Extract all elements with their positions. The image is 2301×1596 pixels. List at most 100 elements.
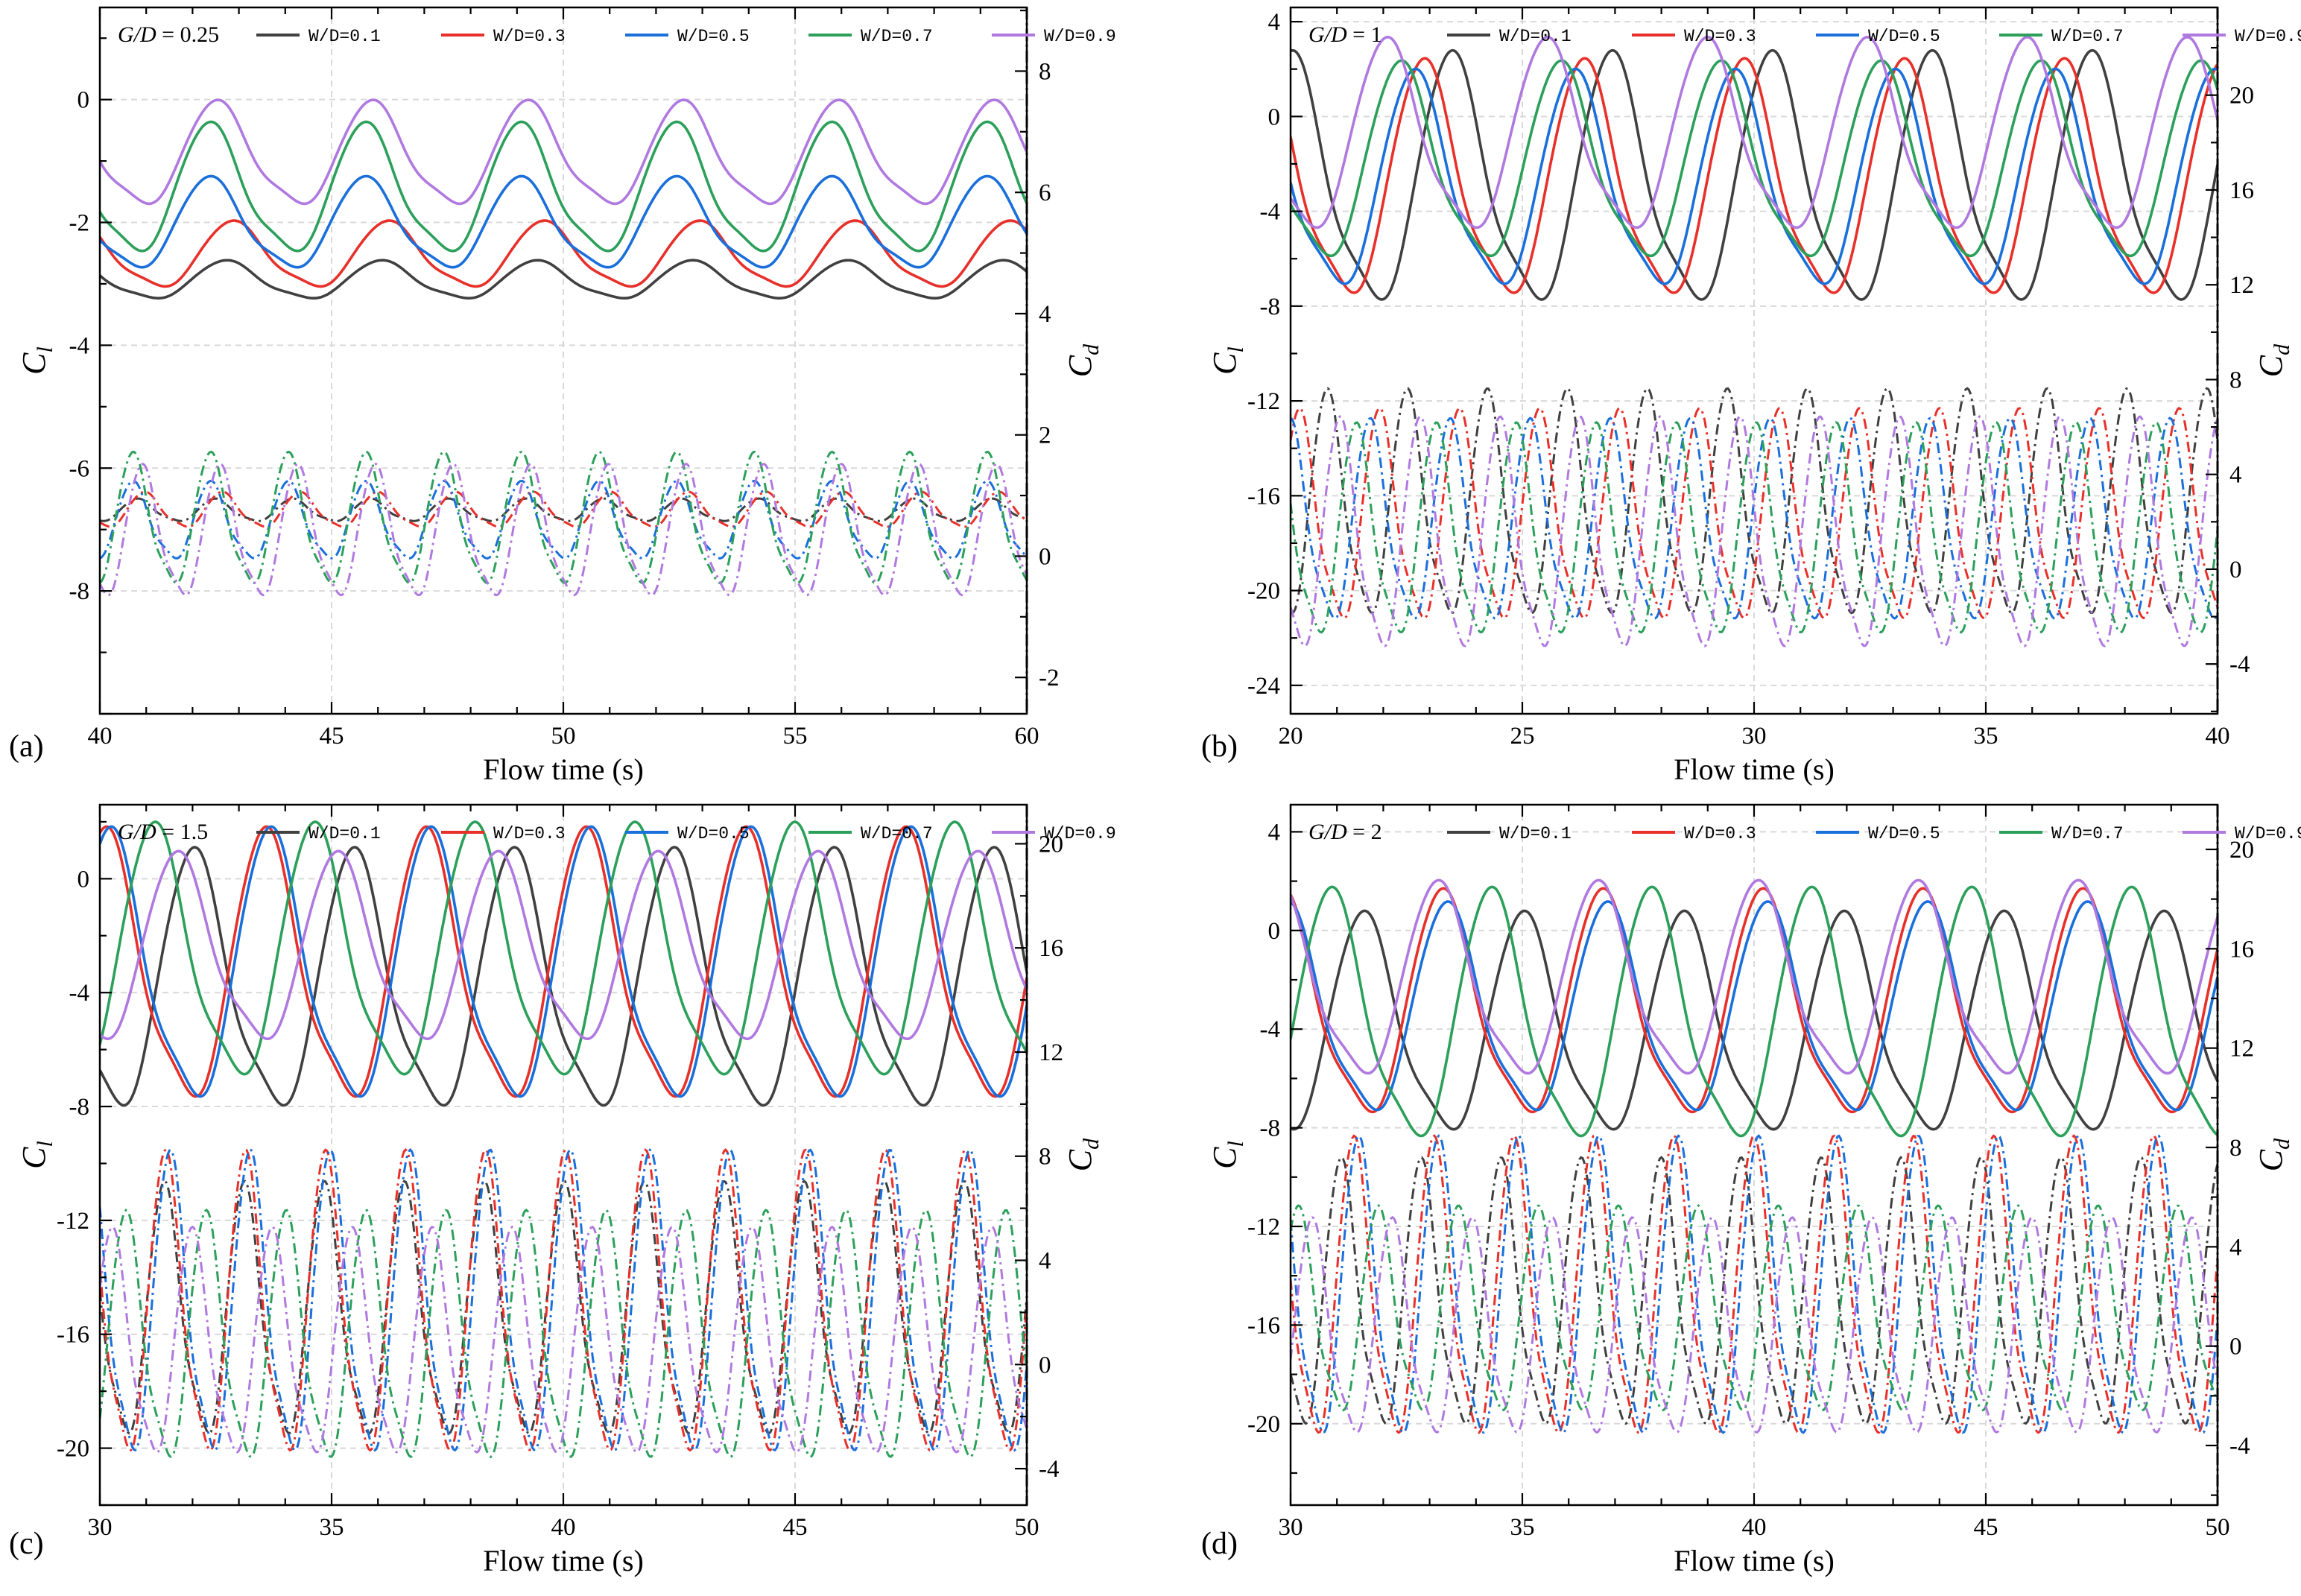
cl-subscript: l bbox=[1224, 1141, 1248, 1147]
y-axis-title-cl: Cl bbox=[16, 346, 57, 375]
cd-series-line bbox=[1291, 406, 2218, 620]
x-tick-label: 45 bbox=[783, 1514, 808, 1541]
x-tick-label: 45 bbox=[1974, 1514, 1998, 1541]
legend-label: W/D=0.5 bbox=[1868, 27, 1940, 46]
y2-tick-label: 6 bbox=[1039, 180, 1051, 206]
y2-tick-label: 4 bbox=[2229, 1234, 2242, 1261]
y-tick-label: -4 bbox=[1260, 199, 1281, 226]
gd-equals: = bbox=[1347, 820, 1371, 844]
x-axis-title: Flow time (s) bbox=[1674, 1544, 1835, 1577]
chart-panel-a: 40 45 50 55 60 Flow time (s) 0 -2 -4 -6 -8 8 6 4 2 0 -2 C… bbox=[9, 6, 1116, 786]
y2-tick-label: 8 bbox=[1039, 1144, 1051, 1171]
gd-value: 0.25 bbox=[180, 22, 220, 47]
y-tick-label: -8 bbox=[1260, 1115, 1281, 1142]
cd-subscript: d bbox=[2270, 1138, 2294, 1150]
legend-label: W/D=0.5 bbox=[1868, 824, 1940, 843]
legend-label: W/D=0.1 bbox=[1499, 27, 1572, 46]
y2-tick-label: 4 bbox=[1039, 1248, 1051, 1275]
cd-subscript: d bbox=[1079, 1138, 1104, 1150]
legend-label: W/D=0.1 bbox=[308, 824, 381, 843]
cl-series-line bbox=[1291, 885, 2218, 1138]
y-tick-label: 4 bbox=[1268, 819, 1281, 846]
y2-tick-label: 8 bbox=[1039, 58, 1051, 85]
legend-label: W/D=0.5 bbox=[677, 824, 750, 843]
y2-tick-label: -4 bbox=[1039, 1456, 1060, 1483]
gd-prefix: G/D bbox=[1308, 820, 1347, 844]
x-tick-label: 45 bbox=[320, 723, 344, 750]
series-group bbox=[1291, 878, 2218, 1434]
y-tick-label: -16 bbox=[1247, 483, 1280, 510]
cl-subscript: l bbox=[33, 346, 57, 352]
cl-series-line bbox=[100, 820, 1027, 1076]
panel-label: (b) bbox=[1201, 729, 1238, 764]
cd-series-line bbox=[100, 1147, 1027, 1452]
x-tick-label: 50 bbox=[2206, 1514, 2230, 1541]
cl-series-line bbox=[1291, 900, 2218, 1112]
y-tick-label: 0 bbox=[77, 87, 90, 114]
y-axis-left: 0 -2 -4 -6 -8 bbox=[69, 37, 112, 715]
cd-series-line bbox=[100, 1225, 1027, 1454]
gd-prefix: G/D bbox=[118, 820, 156, 844]
y-tick-label: -12 bbox=[1247, 388, 1280, 415]
x-tick-label: 20 bbox=[1279, 723, 1303, 750]
cl-series-line bbox=[100, 849, 1027, 1041]
legend: W/D=0.1 W/D=0.3 W/D=0.5 W/D=0.7 W/D=0.9 bbox=[1447, 824, 2301, 843]
cd-subscript: d bbox=[2270, 343, 2294, 355]
x-axis-title: Flow time (s) bbox=[483, 753, 644, 786]
cd-series-line bbox=[1291, 420, 2218, 634]
cd-series-line bbox=[100, 1209, 1027, 1459]
cl-series-line bbox=[1291, 887, 2218, 1114]
x-axis: 20 25 30 35 40 bbox=[1279, 7, 2230, 750]
y2-tick-label: 20 bbox=[2229, 837, 2254, 864]
y2-tick-label: 8 bbox=[2229, 1135, 2242, 1162]
cl-series-line bbox=[1291, 35, 2218, 229]
y-tick-label: -8 bbox=[1260, 294, 1281, 320]
y-tick-label: -2 bbox=[69, 210, 90, 237]
cd-series-line bbox=[1291, 1134, 2218, 1434]
x-tick-label: 40 bbox=[551, 1514, 576, 1541]
x-tick-label: 60 bbox=[1015, 723, 1039, 750]
x-tick-label: 40 bbox=[1742, 1514, 1767, 1541]
legend-label: W/D=0.7 bbox=[2051, 824, 2124, 843]
y2-tick-label: 0 bbox=[1039, 543, 1051, 570]
y-axis-title-cl: Cl bbox=[16, 1141, 57, 1169]
x-tick-label: 50 bbox=[551, 723, 576, 750]
y2-tick-label: 2 bbox=[1039, 422, 1051, 449]
x-tick-label: 30 bbox=[1279, 1514, 1303, 1541]
gd-prefix: G/D bbox=[1308, 22, 1347, 47]
panel-label: (d) bbox=[1201, 1527, 1238, 1561]
y2-tick-label: 4 bbox=[1039, 301, 1051, 328]
y-tick-label: -20 bbox=[1247, 1411, 1280, 1438]
panel-label: (c) bbox=[9, 1527, 44, 1561]
cd-series-line bbox=[1291, 415, 2218, 647]
y-axis-left: 0 -4 -8 -12 -16 -20 bbox=[57, 820, 112, 1507]
gridlines bbox=[100, 7, 1027, 714]
legend: W/D=0.1 W/D=0.3 W/D=0.5 W/D=0.7 W/D=0.9 bbox=[1447, 27, 2301, 46]
legend-label: W/D=0.7 bbox=[861, 27, 933, 46]
cl-series-line bbox=[1291, 57, 2218, 294]
cl-series-line bbox=[1291, 878, 2218, 1075]
cd-series-line bbox=[100, 1147, 1027, 1452]
y-tick-label: -20 bbox=[57, 1436, 89, 1463]
cl-symbol: C bbox=[1206, 352, 1243, 375]
x-tick-label: 40 bbox=[88, 723, 113, 750]
panel-label: (a) bbox=[9, 729, 44, 764]
gd-annotation: G/D = 1.5 bbox=[118, 820, 208, 844]
legend-label: W/D=0.9 bbox=[2235, 824, 2301, 843]
cl-series-line bbox=[100, 120, 1027, 253]
y-tick-label: -24 bbox=[1247, 673, 1280, 700]
cl-series-line bbox=[100, 259, 1027, 300]
cl-series-line bbox=[1291, 67, 2218, 285]
y-tick-label: -4 bbox=[1260, 1016, 1281, 1043]
gd-value: 2 bbox=[1371, 820, 1382, 844]
cl-series-line bbox=[100, 825, 1027, 1098]
y2-tick-label: 4 bbox=[2229, 462, 2242, 489]
y2-tick-label: 20 bbox=[2229, 83, 2254, 110]
legend-label: W/D=0.5 bbox=[677, 27, 750, 46]
y-axis-title-cd: Cd bbox=[1062, 343, 1104, 377]
y-axis-right: 20 16 12 8 4 0 -4 bbox=[2206, 837, 2254, 1496]
series-group bbox=[1291, 35, 2218, 647]
y2-tick-label: 16 bbox=[2229, 936, 2254, 963]
